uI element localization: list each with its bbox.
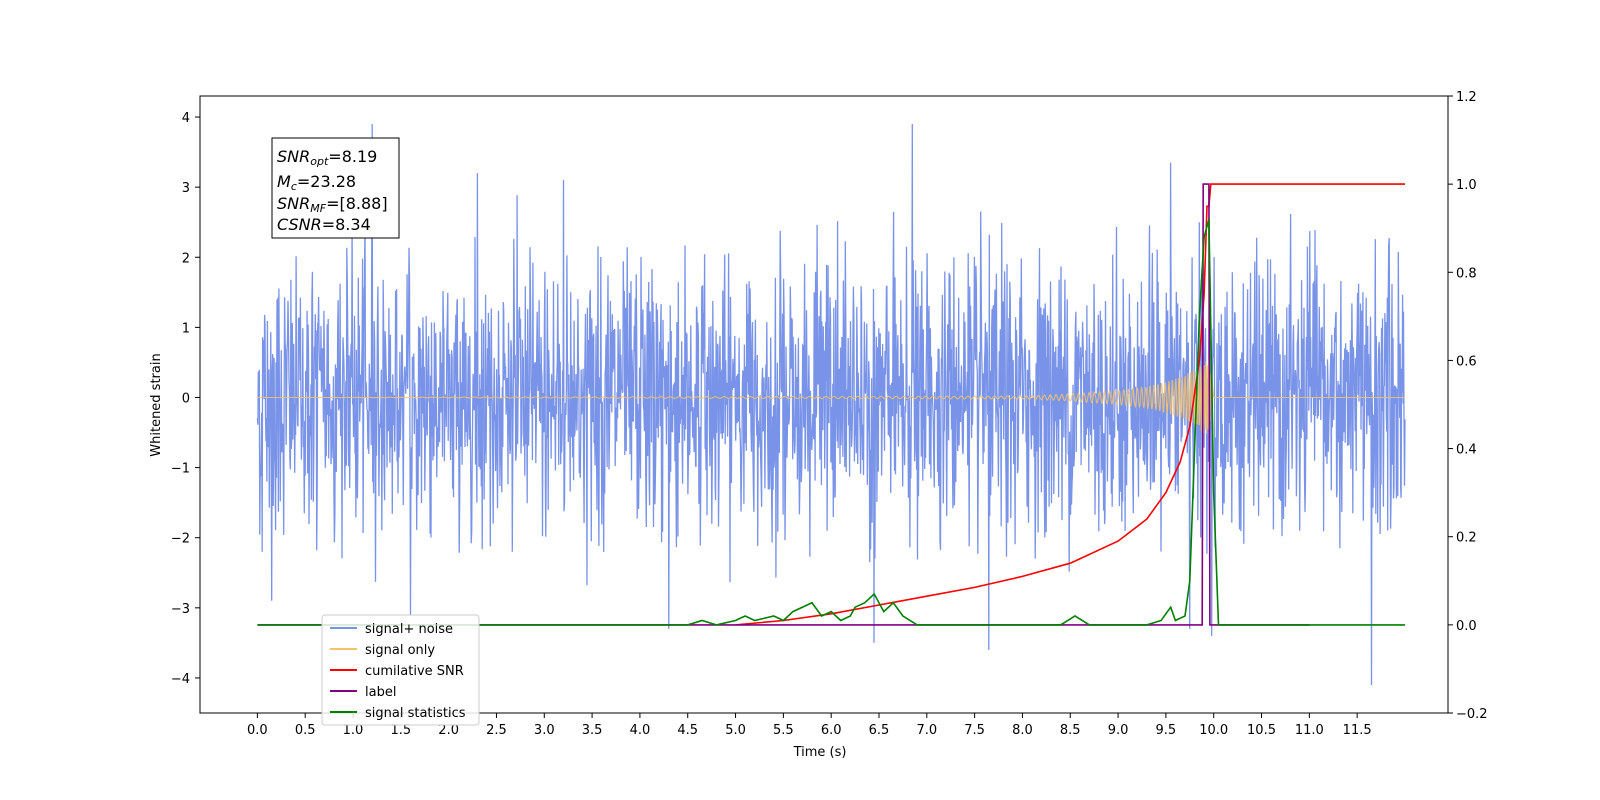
series-signal-noise (256, 123, 1406, 686)
x-tick-label: 1.0 (343, 723, 364, 738)
x-tick-label: 2.5 (486, 723, 507, 738)
y-tick-label: 2 (182, 251, 190, 266)
x-tick-label: 6.5 (869, 723, 890, 738)
legend-label: signal only (365, 643, 435, 658)
legend: signal+ noise signal only cumilative SNR la… (321, 614, 480, 726)
x-tick-label: 3.0 (534, 723, 555, 738)
x-tick-label: 5.5 (773, 723, 794, 738)
x-tick-label: 0.0 (247, 723, 268, 738)
series-signal-statistics (257, 219, 1405, 626)
legend-frame (321, 614, 480, 726)
annotation-mc: Mc=23.28 (277, 172, 356, 193)
x-tick-label: 7.0 (916, 723, 937, 738)
x-tick-label: 4.0 (630, 723, 651, 738)
y-tick-label: 3 (182, 181, 190, 196)
annotation-box-frame (271, 137, 400, 239)
x-tick-label: 5.0 (725, 723, 746, 738)
y2-tick-label: 1.2 (1456, 90, 1477, 105)
x-tick-label: 3.5 (582, 723, 603, 738)
y2-tick-label: 0.4 (1456, 443, 1477, 458)
x-tick-label: 10.0 (1199, 723, 1228, 738)
x-tick-label: 0.5 (295, 723, 316, 738)
plot-frame (199, 95, 1449, 714)
x-tick-label: 11.5 (1343, 723, 1372, 738)
plot-area (256, 123, 1406, 686)
x-tick-label: 6.0 (821, 723, 842, 738)
y-tick-label: 1 (182, 321, 190, 336)
legend-label: signal+ noise (365, 622, 453, 637)
y2-tick-label: −0.2 (1456, 707, 1488, 722)
x-tick-label: 11.0 (1295, 723, 1324, 738)
x-tick-label: 9.0 (1108, 723, 1129, 738)
x-tick-label: 8.0 (1012, 723, 1033, 738)
x-axis-label: Time (s) (793, 745, 847, 760)
annotation-snr-opt: SNRopt=8.19 (277, 147, 377, 168)
y-tick-label: 4 (182, 111, 190, 126)
x-tick-label: 10.5 (1247, 723, 1276, 738)
series-signal-only (257, 355, 1405, 434)
annotation-snr-mf: SNRMF=[8.88] (277, 194, 388, 215)
y2-tick-label: 0.2 (1456, 531, 1477, 546)
series-cumulative-snr (735, 183, 1405, 626)
y-tick-label: −4 (171, 672, 190, 687)
legend-label: label (365, 685, 396, 700)
x-tick-label: 8.5 (1060, 723, 1081, 738)
annotation-csnr: CSNR=8.34 (277, 215, 371, 234)
y-tick-label: 0 (182, 391, 190, 406)
x-tick-label: 9.5 (1156, 723, 1177, 738)
legend-label: signal statistics (365, 706, 466, 721)
x-tick-label: 7.5 (964, 723, 985, 738)
y2-tick-label: 1.0 (1456, 178, 1477, 193)
y2-tick-label: 0.6 (1456, 354, 1477, 369)
y-axis-label: Whitened strain (149, 353, 164, 456)
y2-tick-label: 0.8 (1456, 266, 1477, 281)
axes: 0.0 0.5 1.0 1.5 2.0 2.5 3.0 3.5 4.0 4.5 5.0 5.5 6.0 6… (171, 90, 1488, 738)
stats-annotation: SNRopt=8.19 Mc=23.28 SNRMF=[8.88] CSNR=8… (271, 137, 400, 239)
x-tick-label: 2.0 (438, 723, 459, 738)
y-tick-label: −1 (171, 462, 190, 477)
x-tick-label: 4.5 (677, 723, 698, 738)
x-tick-label: 1.5 (390, 723, 411, 738)
y2-tick-label: 0.0 (1456, 619, 1477, 634)
y-tick-label: −2 (171, 532, 190, 547)
y-tick-label: −3 (171, 602, 190, 617)
legend-label: cumilative SNR (365, 664, 464, 679)
